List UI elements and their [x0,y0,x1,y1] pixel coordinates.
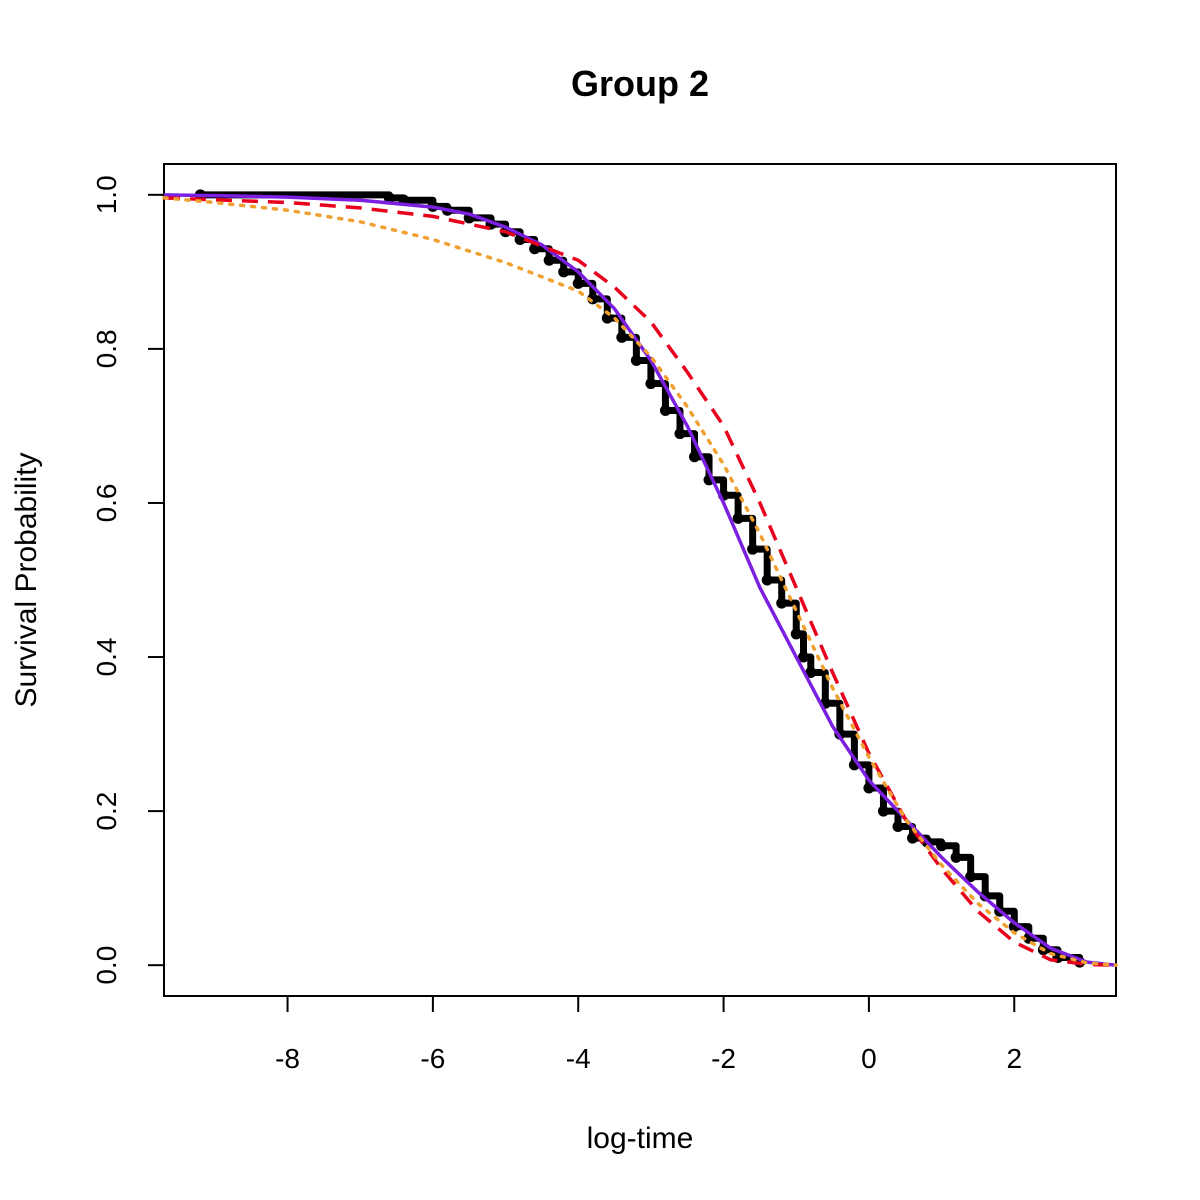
series-0-point [616,331,628,343]
x-tick-label: -2 [711,1043,736,1074]
series-0-point [761,574,773,586]
series-0-point [877,805,889,817]
y-tick-label: 0.8 [91,329,122,368]
series-3-line [162,196,1118,967]
y-axis-label: Survival Probability [10,452,43,707]
series-0-point [601,312,613,324]
series-0-point [950,851,962,863]
series-0-point [732,512,744,524]
series-layer [162,189,1118,968]
series-0-point [543,254,555,266]
x-tick-label: -8 [275,1043,300,1074]
y-tick-label: 0.0 [91,946,122,985]
x-tick-label: 0 [861,1043,877,1074]
x-tick-label: -4 [566,1043,591,1074]
series-1-line [163,193,1117,967]
series-0-point [674,428,686,440]
y-tick-label: 0.6 [91,483,122,522]
series-0-point [689,451,701,463]
series-0-point [805,666,817,678]
y-tick-label: 1.0 [91,175,122,214]
x-axis-label: log-time [587,1122,694,1155]
series-0-point [572,277,584,289]
series-0-point [798,651,810,663]
series-0-point [776,597,788,609]
y-axis: 0.0 0.2 0.4 0.6 0.8 1.0 [91,175,164,985]
series-0-point [892,821,904,833]
x-tick-label: -6 [420,1043,445,1074]
series-0-point [558,266,570,278]
series-0-point [383,192,395,204]
x-tick-label: 2 [1006,1043,1022,1074]
series-0-point [630,354,642,366]
y-tick-label: 0.2 [91,792,122,831]
series-0-point [790,628,802,640]
series-0-point [936,840,948,852]
series-2-line [163,196,1117,967]
series-0-point [645,378,657,390]
series-0-point [965,871,977,883]
series-0-point [659,405,671,417]
chart-title: Group 2 [571,63,709,104]
series-0-point [747,543,759,555]
plot-frame [163,163,1117,997]
x-axis: -8 -6 -4 -2 0 2 [275,996,1022,1074]
y-tick-label: 0.4 [91,638,122,677]
